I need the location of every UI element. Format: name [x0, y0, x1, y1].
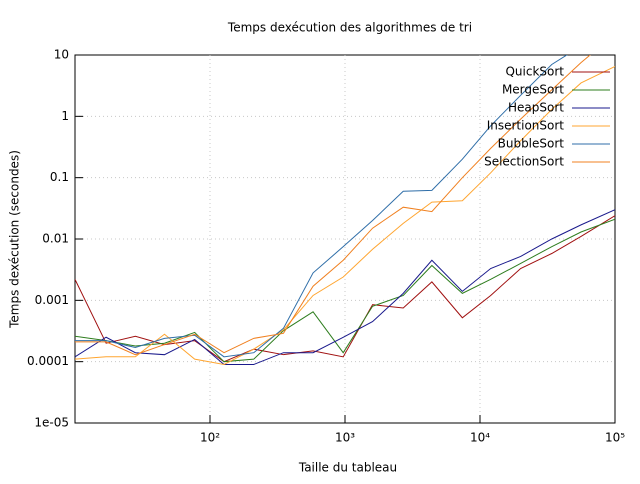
y-tick-label: 1 — [61, 109, 69, 123]
series-line — [75, 55, 568, 358]
y-tick-label: 0.001 — [35, 293, 69, 307]
series-line — [75, 66, 615, 365]
legend-label: InsertionSort — [487, 119, 565, 133]
x-tick-label: 10³ — [335, 431, 355, 445]
legend-label: SelectionSort — [484, 155, 564, 169]
x-tick-label: 10⁴ — [470, 431, 490, 445]
y-tick-label: 1e-05 — [34, 416, 69, 430]
chart-title: Temps dexécution des algorithmes de tri — [227, 21, 472, 35]
legend-label: QuickSort — [505, 65, 564, 79]
plot-lines — [75, 55, 615, 365]
y-tick-label: 10 — [54, 48, 69, 62]
series-line — [75, 218, 615, 363]
y-axis-label: Temps dexécution (secondes) — [8, 150, 22, 329]
x-tick-label: 10⁵ — [605, 431, 625, 445]
y-tick-label: 0.1 — [50, 170, 69, 184]
series-line — [75, 209, 615, 365]
x-axis-label: Taille du tableau — [298, 461, 397, 475]
legend-label: HeapSort — [508, 101, 564, 115]
y-tick-label: 0.01 — [42, 232, 69, 246]
x-tick-label: 10² — [200, 431, 220, 445]
y-tick-label: 0.0001 — [27, 354, 69, 368]
legend-label: BubbleSort — [498, 137, 565, 151]
legend-label: MergeSort — [502, 83, 564, 97]
series-line — [75, 55, 591, 356]
